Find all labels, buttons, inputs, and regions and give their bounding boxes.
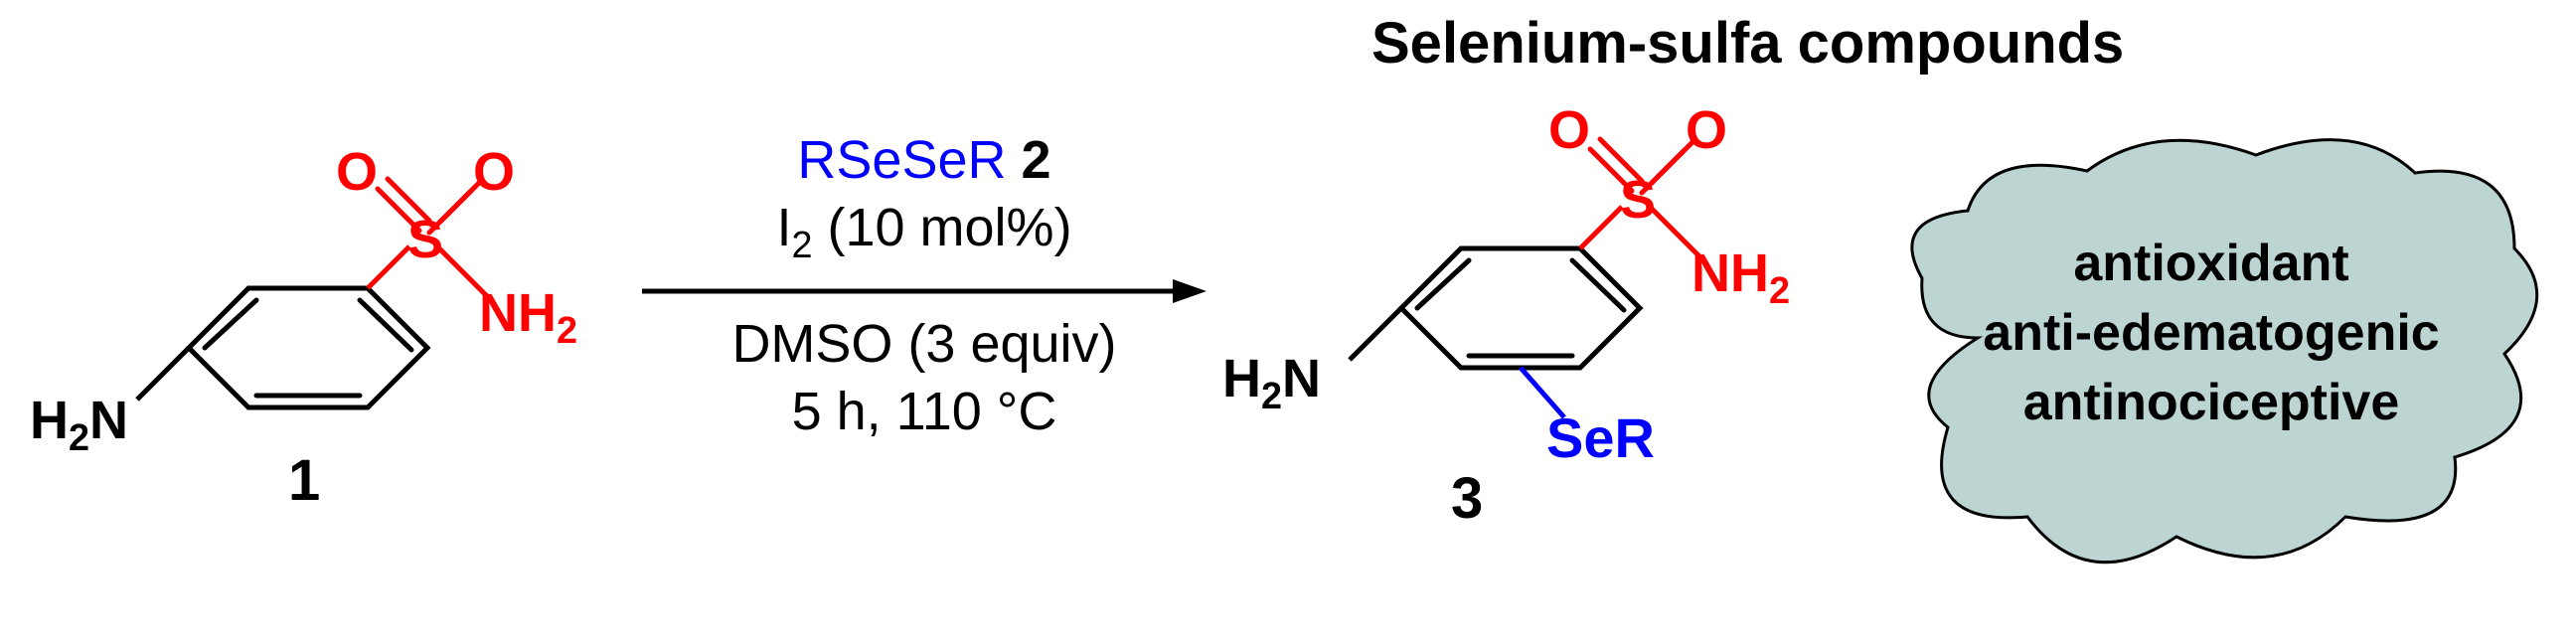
reactant-number: 1	[288, 447, 320, 514]
product-ser: SeR	[1546, 405, 1655, 470]
cond-dmso: DMSO (3 equiv)	[636, 313, 1212, 375]
reactant-s: S	[407, 209, 443, 270]
reactant-o1: O	[336, 141, 378, 203]
cloud-line-2: anti-edematogenic	[1858, 298, 2564, 368]
reagent-number: 2	[1007, 130, 1051, 190]
product-nh: NH	[1691, 243, 1769, 303]
reactant-o2: O	[473, 141, 515, 203]
reactant-nh-sub: 2	[557, 310, 577, 352]
reaction-conditions: RSeSeR 2 I2 (10 mol%) DMSO (3 equiv) 5 h…	[636, 129, 1212, 527]
product-o2: O	[1686, 99, 1727, 161]
reactant-nh: NH	[479, 283, 557, 343]
cond-i-sub: 2	[791, 225, 812, 266]
properties-cloud: antioxidant anti-edematogenic antinocice…	[1858, 99, 2564, 616]
reactant-structure: H2N S O O NH2 1	[30, 149, 586, 566]
cond-time-temp: 5 h, 110 °C	[636, 381, 1212, 442]
product-s: S	[1620, 169, 1656, 231]
reactant-n-left: N	[89, 391, 128, 450]
page-title: Selenium-sulfa compounds	[1371, 10, 2124, 77]
reactant-h2n-sub: 2	[69, 417, 89, 459]
reactant-h2n-h: H	[30, 391, 69, 450]
reagent-diselenide: RSeSeR	[797, 130, 1006, 190]
cond-i-rest: (10 mol%)	[812, 198, 1071, 257]
product-o1: O	[1548, 99, 1590, 161]
cond-i: I	[776, 198, 791, 257]
product-nh-sub: 2	[1769, 270, 1790, 312]
product-structure: H2N S O O NH2 SeR 3	[1222, 89, 1839, 606]
product-number: 3	[1451, 465, 1483, 532]
product-h2n-h: H	[1222, 349, 1261, 408]
product-n-left: N	[1282, 349, 1321, 408]
product-h2n-sub: 2	[1261, 376, 1282, 417]
cloud-line-1: antioxidant	[1858, 229, 2564, 298]
cloud-line-3: antinociceptive	[1858, 368, 2564, 437]
